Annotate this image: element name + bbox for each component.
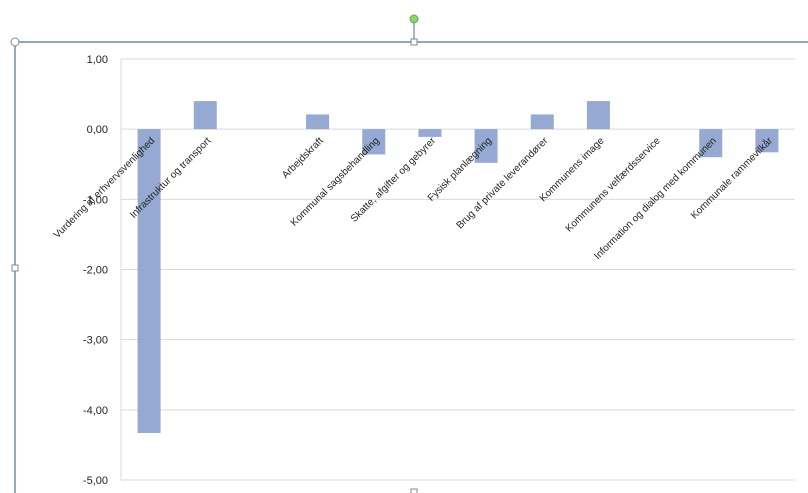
side-handle-top[interactable] [410,38,418,46]
bar[interactable] [193,101,217,130]
side-handle-bottom[interactable] [410,488,418,493]
bar[interactable] [699,129,723,158]
gridlines [120,58,795,481]
bar[interactable] [362,129,386,155]
bar[interactable] [755,129,779,153]
rotation-handle[interactable] [409,14,419,24]
side-handle-left[interactable] [11,264,19,272]
y-tick-label: -3,00 [83,335,108,347]
y-tick-label: -5,00 [83,475,108,487]
bars [137,101,779,433]
y-tick-label: -4,00 [83,405,108,417]
category-label: Brug af private leverandører [455,135,551,231]
bar[interactable] [586,101,610,130]
y-tick-label: 0,00 [87,124,108,136]
selection-frame[interactable] [10,14,808,493]
bar[interactable] [474,129,498,163]
corner-handle-top-left[interactable] [10,37,20,47]
bar[interactable] [306,114,330,130]
category-label: Kommunens velfærdsservice [564,135,663,234]
bar[interactable] [418,129,442,137]
category-label: Information og dialog med kommunen [592,136,718,262]
y-tick-label: -1,00 [83,194,108,206]
y-tick-label: -2,00 [83,265,108,277]
bar[interactable] [530,114,554,130]
category-label: Arbejdskraft [280,135,326,181]
y-tick-label: 1,00 [87,54,108,66]
y-tick-labels: 1,00 0,00 -1,00 -2,00 -3,00 -4,00 -5,00 [83,54,108,487]
bar[interactable] [137,129,161,433]
